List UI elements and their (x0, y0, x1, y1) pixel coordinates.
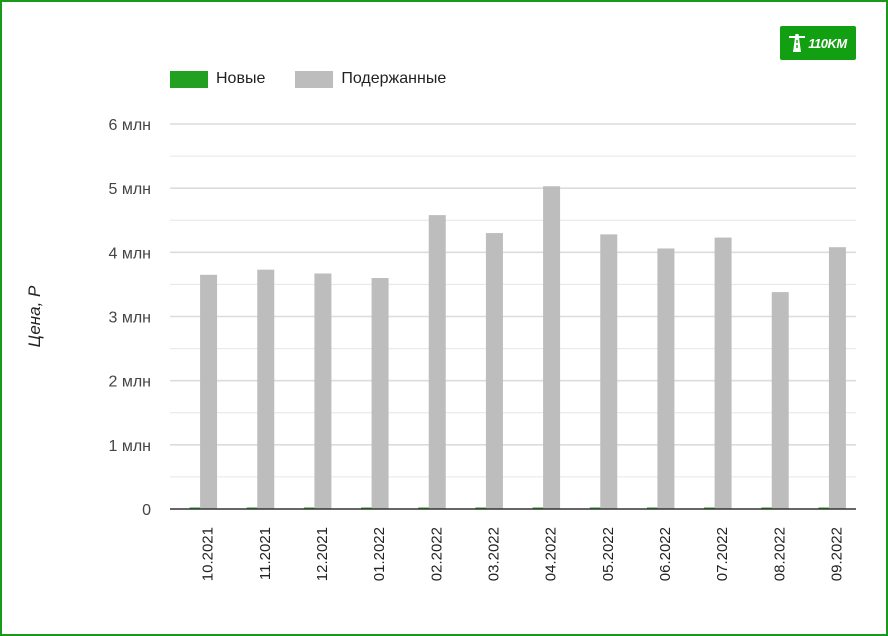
legend-swatch-used (295, 70, 334, 88)
y-axis-title: Цена, Р (25, 285, 44, 347)
y-tick-label: 1 млн (108, 438, 151, 455)
bar-used[interactable] (600, 234, 618, 509)
y-tick-label: 0 (142, 502, 151, 519)
bar-used[interactable] (371, 278, 389, 509)
road-icon (789, 34, 806, 52)
x-tick-label: 04.2022 (543, 527, 560, 581)
x-axis-ticks: 10.2021 11.2021 12.2021 01.2022 02.2022 03.20… (200, 527, 846, 581)
bar-used[interactable] (428, 215, 446, 509)
legend: Новые Подержанные (170, 70, 476, 88)
x-tick-label: 11.2021 (257, 527, 274, 580)
logo-text: 110KM (808, 35, 847, 51)
legend-item-used[interactable]: Подержанные (295, 70, 446, 88)
bars (189, 186, 846, 510)
y-tick-label: 3 млн (108, 310, 151, 327)
bar-used[interactable] (314, 273, 332, 509)
bar-used[interactable] (485, 233, 503, 510)
legend-label-new: Новые (216, 70, 266, 87)
x-tick-label: 12.2021 (314, 527, 331, 581)
bar-used[interactable] (543, 186, 561, 509)
bar-used[interactable] (714, 237, 732, 509)
x-tick-label: 08.2022 (771, 527, 788, 581)
bar-used[interactable] (657, 248, 675, 509)
y-axis-ticks: 0 1 млн 2 млн 3 млн 4 млн 5 млн 6 млн (108, 117, 151, 519)
bar-used[interactable] (828, 247, 846, 509)
x-tick-label: 10.2021 (200, 527, 217, 581)
brand-logo[interactable]: 110KM (780, 26, 856, 60)
bar-used[interactable] (257, 269, 275, 509)
y-tick-label: 5 млн (108, 181, 151, 198)
x-tick-label: 07.2022 (714, 527, 731, 581)
x-tick-label: 05.2022 (600, 527, 617, 581)
bar-used[interactable] (200, 274, 218, 509)
x-tick-label: 01.2022 (371, 527, 388, 581)
bar-used[interactable] (771, 292, 789, 509)
legend-item-new[interactable]: Новые (170, 70, 265, 88)
x-tick-label: 02.2022 (428, 527, 445, 581)
x-tick-label: 09.2022 (828, 527, 845, 581)
y-tick-label: 4 млн (108, 245, 151, 262)
legend-swatch-new (170, 70, 208, 88)
gridlines (170, 123, 856, 478)
y-tick-label: 2 млн (108, 374, 151, 391)
x-tick-label: 03.2022 (485, 527, 502, 581)
y-tick-label: 6 млн (108, 117, 151, 134)
x-tick-label: 06.2022 (657, 527, 674, 581)
legend-label-used: Подержанные (341, 70, 447, 87)
